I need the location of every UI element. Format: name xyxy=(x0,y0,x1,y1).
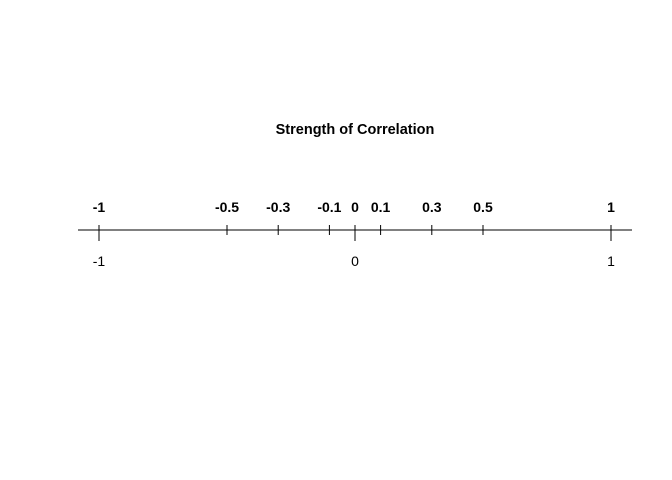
marked-tick-label-0: 0 xyxy=(351,199,359,215)
axis-ticks xyxy=(98,230,612,241)
axis-tick-label-1: 1 xyxy=(607,253,615,269)
marked-tick-label-0p1: 0.1 xyxy=(371,199,391,215)
marked-tick-labels: -1 -0.5 -0.3 -0.1 0 0.1 0.3 0.5 1 xyxy=(93,199,615,215)
marked-tick-label-1: 1 xyxy=(607,199,615,215)
axis-tick-label-neg1: -1 xyxy=(93,253,106,269)
chart-title: Strength of Correlation xyxy=(276,122,435,138)
marked-tick-label-0p3: 0.3 xyxy=(422,199,442,215)
marked-tick-label-neg1: -1 xyxy=(93,199,106,215)
marked-tick-label-neg0p1: -0.1 xyxy=(317,199,341,215)
marked-tick-label-neg0p5: -0.5 xyxy=(215,199,239,215)
axis-tick-label-0: 0 xyxy=(351,253,359,269)
axis-tick-labels: -1 0 1 xyxy=(93,253,615,269)
marked-tick-label-0p5: 0.5 xyxy=(473,199,493,215)
marked-tick-label-neg0p3: -0.3 xyxy=(266,199,290,215)
